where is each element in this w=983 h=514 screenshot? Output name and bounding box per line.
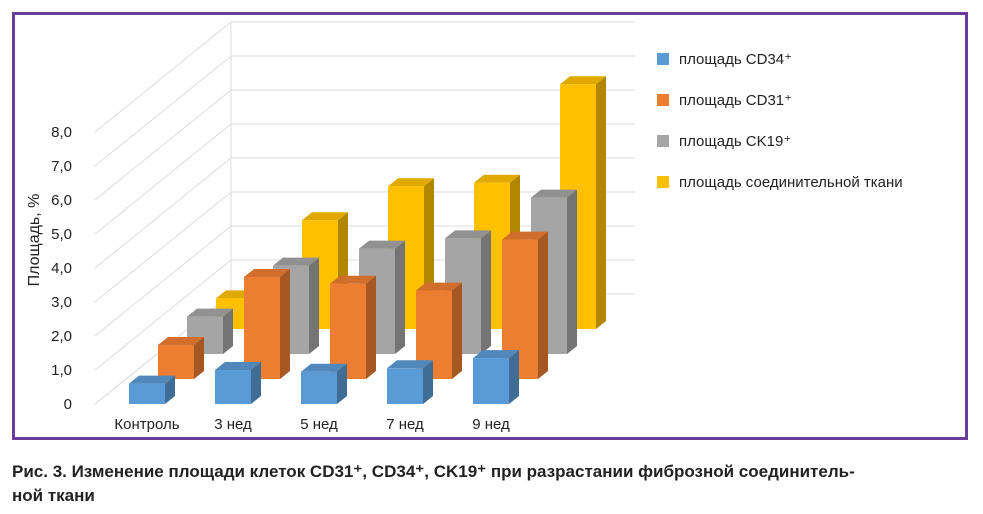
x-tick-label: Контроль	[114, 416, 179, 433]
y-tick-label: 7,0	[51, 158, 72, 175]
legend-item: площадь соединительной ткани	[657, 172, 903, 192]
caption-line-1: Рис. 3. Изменение площади клеток CD31⁺, …	[12, 462, 855, 481]
legend-swatch	[657, 53, 669, 65]
legend-swatch	[657, 135, 669, 147]
y-tick-label: 6,0	[51, 192, 72, 209]
y-axis-label: Площадь, %	[26, 194, 43, 287]
y-tick-labels: 0 1,0 2,0 3,0 4,0 5,0 6,0 7,0 8,0	[51, 124, 72, 413]
legend-swatch	[657, 94, 669, 106]
legend-label: площадь CD31⁺	[679, 92, 793, 109]
y-tick-label: 8,0	[51, 124, 72, 141]
bar	[473, 350, 519, 404]
legend-item: площадь CD34⁺	[657, 49, 903, 69]
legend: площадь CD34⁺ площадь CD31⁺ площадь CK19⁺ п…	[657, 49, 903, 213]
figure-caption: Рис. 3. Изменение площади клеток CD31⁺, …	[12, 460, 972, 508]
bar-chart: 0 1,0 2,0 3,0 4,0 5,0 6,0 7,0 8,0 Контроль 3 нед 5…	[26, 21, 635, 433]
x-tick-label: 9 нед	[472, 416, 510, 433]
y-tick-label: 3,0	[51, 294, 72, 311]
bar	[158, 337, 204, 379]
legend-item: площадь CK19⁺	[657, 131, 903, 151]
y-tick-label: 0	[64, 396, 72, 413]
bars-layer	[129, 76, 606, 404]
x-tick-label: 7 нед	[386, 416, 424, 433]
y-tick-label: 1,0	[51, 362, 72, 379]
x-tick-label: 3 нед	[214, 416, 252, 433]
x-tick-label: 5 нед	[300, 416, 338, 433]
legend-label: площадь CK19⁺	[679, 133, 792, 150]
legend-swatch	[657, 176, 669, 188]
y-tick-label: 4,0	[51, 260, 72, 277]
y-tick-label: 2,0	[51, 328, 72, 345]
y-tick-label: 5,0	[51, 226, 72, 243]
bar	[330, 275, 376, 379]
bar	[215, 362, 261, 404]
x-tick-labels: Контроль 3 нед 5 нед 7 нед 9 нед	[114, 416, 510, 433]
bar	[387, 360, 433, 404]
legend-label: площадь соединительной ткани	[679, 173, 903, 191]
bar	[129, 375, 175, 404]
legend-label: площадь CD34⁺	[679, 51, 793, 68]
bar	[445, 230, 491, 354]
caption-line-2: ной ткани	[12, 486, 95, 505]
chart-frame: 0 1,0 2,0 3,0 4,0 5,0 6,0 7,0 8,0 Контроль 3 нед 5…	[12, 12, 968, 440]
bar	[301, 363, 347, 404]
legend-item: площадь CD31⁺	[657, 90, 903, 110]
